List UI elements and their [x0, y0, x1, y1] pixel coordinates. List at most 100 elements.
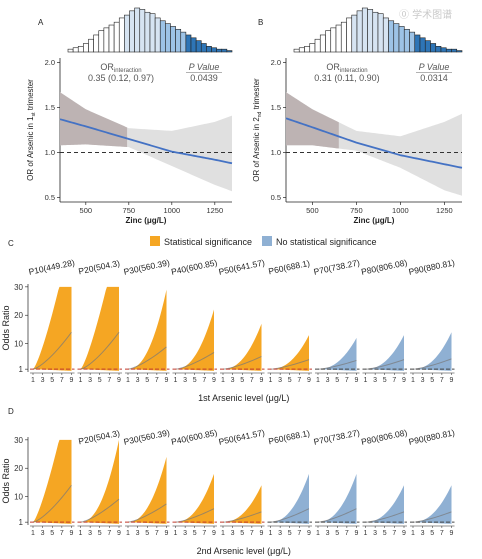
histogram-bar: [67, 48, 74, 53]
x-tick-label: 5: [430, 377, 434, 384]
or-line: [32, 484, 72, 523]
x-tick-label: 3: [183, 530, 187, 537]
facet-label: P60(688.1): [268, 428, 311, 447]
x-tick-label: 9: [117, 530, 121, 537]
facet-label: P90(880.81): [408, 257, 456, 277]
histogram-bar: [200, 43, 207, 53]
y-tick-label: 0.5: [271, 193, 281, 202]
x-tick-label: 5: [193, 377, 197, 384]
zinc-histogram: [293, 7, 463, 53]
y-tick-label: 20: [14, 311, 23, 320]
x-axis-label: 2nd Arsenic level (μg/L): [197, 546, 291, 556]
x-tick-label: 1: [316, 377, 320, 384]
x-tick-label: 9: [70, 377, 74, 384]
or-line: [412, 358, 452, 370]
x-tick-label: 1: [79, 377, 83, 384]
histogram-bar: [77, 46, 84, 53]
facet-5: 1 3 5 7 9 P50(641.57): [218, 257, 266, 384]
x-tick-label: 1000: [163, 206, 180, 215]
y-axis-label: OR of Arsenic in 1st trimester: [26, 79, 37, 181]
facet-label: P50(641.57): [218, 257, 266, 277]
facet-label: P50(641.57): [218, 427, 266, 447]
facet-label: P90(880.81): [408, 427, 456, 447]
x-tick-label: 7: [202, 377, 206, 384]
x-tick-label: 7: [440, 377, 444, 384]
y-tick-label: 1.5: [271, 103, 281, 112]
histogram-bar: [372, 11, 379, 53]
x-tick-label: 5: [50, 377, 54, 384]
histogram-bar: [351, 14, 358, 53]
ci-area: [413, 485, 452, 524]
panel-letter: C: [8, 239, 14, 248]
ci-area: [33, 286, 72, 371]
x-tick-label: 9: [117, 377, 121, 384]
x-tick-label: 5: [145, 377, 149, 384]
x-tick-label: 5: [288, 530, 292, 537]
x-tick-label: 500: [80, 206, 93, 215]
zinc-histogram: [67, 7, 233, 53]
ci-area: [80, 286, 119, 371]
x-tick-label: 7: [107, 377, 111, 384]
y-tick-label: 1.0: [271, 148, 281, 157]
histogram-bar: [170, 26, 176, 53]
x-tick-label: 1: [316, 530, 320, 537]
histogram-bar: [361, 7, 368, 53]
x-tick-label: 1: [411, 530, 415, 537]
y-tick-label: 1: [19, 518, 24, 527]
histogram-bar: [108, 24, 115, 53]
facet-4: 1 3 5 7 9 P40(600.85): [170, 427, 218, 537]
facet-label: P60(688.1): [268, 258, 311, 277]
x-tick-label: 1: [126, 530, 130, 537]
x-tick-label: 1250: [206, 206, 223, 215]
ci-area: [175, 309, 214, 371]
or-interaction-value: 0.31 (0.11, 0.90): [314, 73, 379, 83]
histogram-bar: [139, 9, 146, 53]
x-tick-label: 5: [430, 530, 434, 537]
histogram-bar: [83, 43, 89, 53]
x-tick-label: 3: [421, 377, 425, 384]
x-tick-label: 1: [269, 377, 273, 384]
histogram-bar: [356, 10, 363, 53]
ci-area: [175, 473, 214, 524]
x-tick-label: 5: [193, 530, 197, 537]
histogram-bar: [159, 20, 166, 53]
x-axis-label: 1st Arsenic level (μg/L): [198, 393, 289, 403]
x-tick-label: 9: [402, 530, 406, 537]
or-line: [80, 331, 120, 370]
x-tick-label: 7: [107, 530, 111, 537]
facet-label: P80(806.08): [360, 257, 408, 277]
x-tick-label: 3: [231, 530, 235, 537]
x-tick-label: 9: [165, 377, 169, 384]
histogram-bar: [414, 34, 421, 53]
histogram-bar: [165, 23, 171, 53]
histogram-bar: [221, 48, 228, 53]
or-interaction-title: ORinteraction: [100, 62, 141, 74]
ci-area: [318, 337, 357, 371]
histogram-bar: [103, 27, 110, 53]
facet-label: P70(738.27): [313, 427, 361, 447]
histogram-bar: [377, 13, 384, 53]
histogram-bar: [330, 27, 337, 53]
x-tick-label: 1: [126, 377, 130, 384]
legend-swatch-significant: [150, 236, 160, 246]
x-tick-label: 9: [212, 530, 216, 537]
panel-a: A 500 750 1000 1250 0.5 1.0 1.5 2.0 Zinc (μg/L) OR…: [26, 7, 233, 225]
histogram-bar: [226, 50, 233, 53]
histogram-bar: [113, 21, 120, 53]
x-tick-label: 3: [183, 377, 187, 384]
facet-2: 1 3 5 7 9 P20(504.3): [77, 428, 122, 537]
x-tick-label: 3: [41, 377, 45, 384]
or-line: [317, 359, 357, 370]
histogram-bar: [134, 7, 141, 53]
histogram-bar: [304, 46, 311, 53]
x-tick-label: 750: [123, 206, 136, 215]
facet-3: 1 3 5 7 9 P30(560.39): [123, 427, 171, 537]
histogram-bar: [154, 17, 161, 53]
histogram-bar: [175, 28, 182, 53]
x-tick-label: 3: [88, 530, 92, 537]
x-tick-label: 3: [326, 530, 330, 537]
y-tick-label: 0.5: [45, 193, 55, 202]
x-tick-label: 1000: [392, 206, 409, 215]
